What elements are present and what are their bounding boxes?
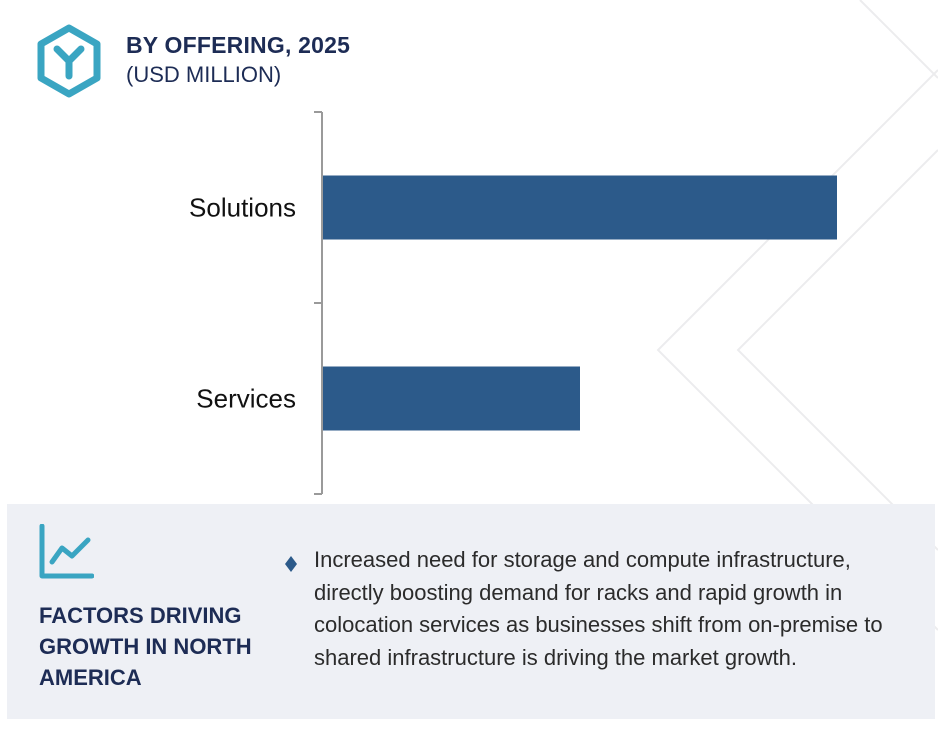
chart-subtitle: (USD MILLION) — [126, 62, 282, 87]
factors-description: Increased need for storage and compute i… — [314, 547, 883, 670]
line-chart-trend-icon — [39, 524, 94, 579]
category-label-solutions: Solutions — [189, 193, 296, 223]
diamond-bullet-icon — [285, 556, 297, 572]
title-block: BY OFFERING, 2025 (USD MILLION) — [126, 24, 350, 90]
category-label-services: Services — [196, 384, 296, 414]
chart-title: BY OFFERING, 2025 — [126, 32, 351, 58]
category-labels-group: Solutions Services — [189, 193, 296, 414]
hexagon-y-logo-icon — [37, 24, 101, 98]
y-axis — [314, 111, 323, 495]
factors-title: FACTORS DRIVING GROWTH IN NORTH AMERICA — [39, 603, 252, 690]
chart-header: BY OFFERING, 2025 (USD MILLION) — [36, 24, 350, 98]
bars-group — [323, 175, 837, 431]
bar-services — [323, 366, 580, 431]
bar-solutions — [323, 175, 837, 240]
factors-panel: FACTORS DRIVING GROWTH IN NORTH AMERICA … — [7, 504, 935, 719]
bar-chart: Solutions Services — [189, 111, 837, 495]
